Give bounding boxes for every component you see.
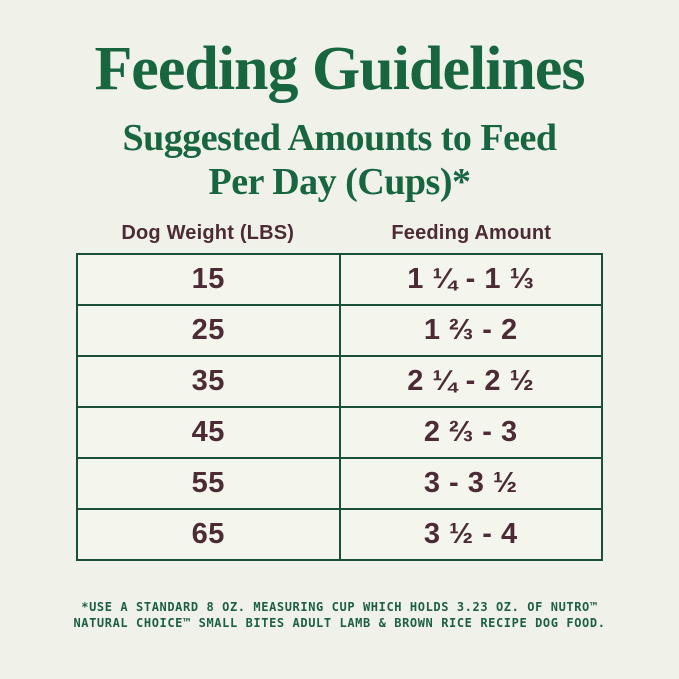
- dog-weight-value: 15: [76, 253, 341, 306]
- feeding-amount-value: 1 ⅔ - 2: [338, 304, 603, 357]
- table-row: 25 1 ⅔ - 2: [76, 304, 603, 357]
- feeding-amount-value: 3 ½ - 4: [338, 508, 603, 561]
- footnote-line-1: *USE A STANDARD 8 OZ. MEASURING CUP WHIC…: [81, 600, 598, 614]
- page-subtitle: Suggested Amounts to Feed Per Day (Cups)…: [0, 116, 679, 204]
- feeding-amount-value: 3 - 3 ½: [338, 457, 603, 510]
- table-row: 45 2 ⅔ - 3: [76, 406, 603, 459]
- dog-weight-value: 45: [76, 406, 341, 459]
- dog-weight-value: 35: [76, 355, 341, 408]
- feeding-table: 15 1 ¼ - 1 ⅓ 25 1 ⅔ - 2 35 2 ¼ - 2 ½ 45 …: [76, 253, 603, 561]
- feeding-amount-value: 1 ¼ - 1 ⅓: [338, 253, 603, 306]
- table-row: 35 2 ¼ - 2 ½: [76, 355, 603, 408]
- dog-weight-value: 55: [76, 457, 341, 510]
- table-column-headers: Dog Weight (LBS) Feeding Amount: [76, 221, 603, 245]
- feeding-amount-value: 2 ⅔ - 3: [338, 406, 603, 459]
- dog-weight-value: 65: [76, 508, 341, 561]
- page-title: Feeding Guidelines: [94, 35, 585, 103]
- subtitle-line-1: Suggested Amounts to Feed: [122, 117, 557, 159]
- table-row: 15 1 ¼ - 1 ⅓: [76, 253, 603, 306]
- subtitle-line-2: Per Day (Cups)*: [208, 161, 471, 203]
- column-header-feeding-amount: Feeding Amount: [391, 222, 552, 244]
- feeding-amount-value: 2 ¼ - 2 ½: [338, 355, 603, 408]
- table-row: 55 3 - 3 ½: [76, 457, 603, 510]
- footnote-line-2: NATURAL CHOICE™ SMALL BITES ADULT LAMB &…: [73, 616, 606, 630]
- table-row: 65 3 ½ - 4: [76, 508, 603, 561]
- dog-weight-value: 25: [76, 304, 341, 357]
- column-header-dog-weight: Dog Weight (LBS): [121, 222, 295, 244]
- footnote: *USE A STANDARD 8 OZ. MEASURING CUP WHIC…: [0, 599, 679, 631]
